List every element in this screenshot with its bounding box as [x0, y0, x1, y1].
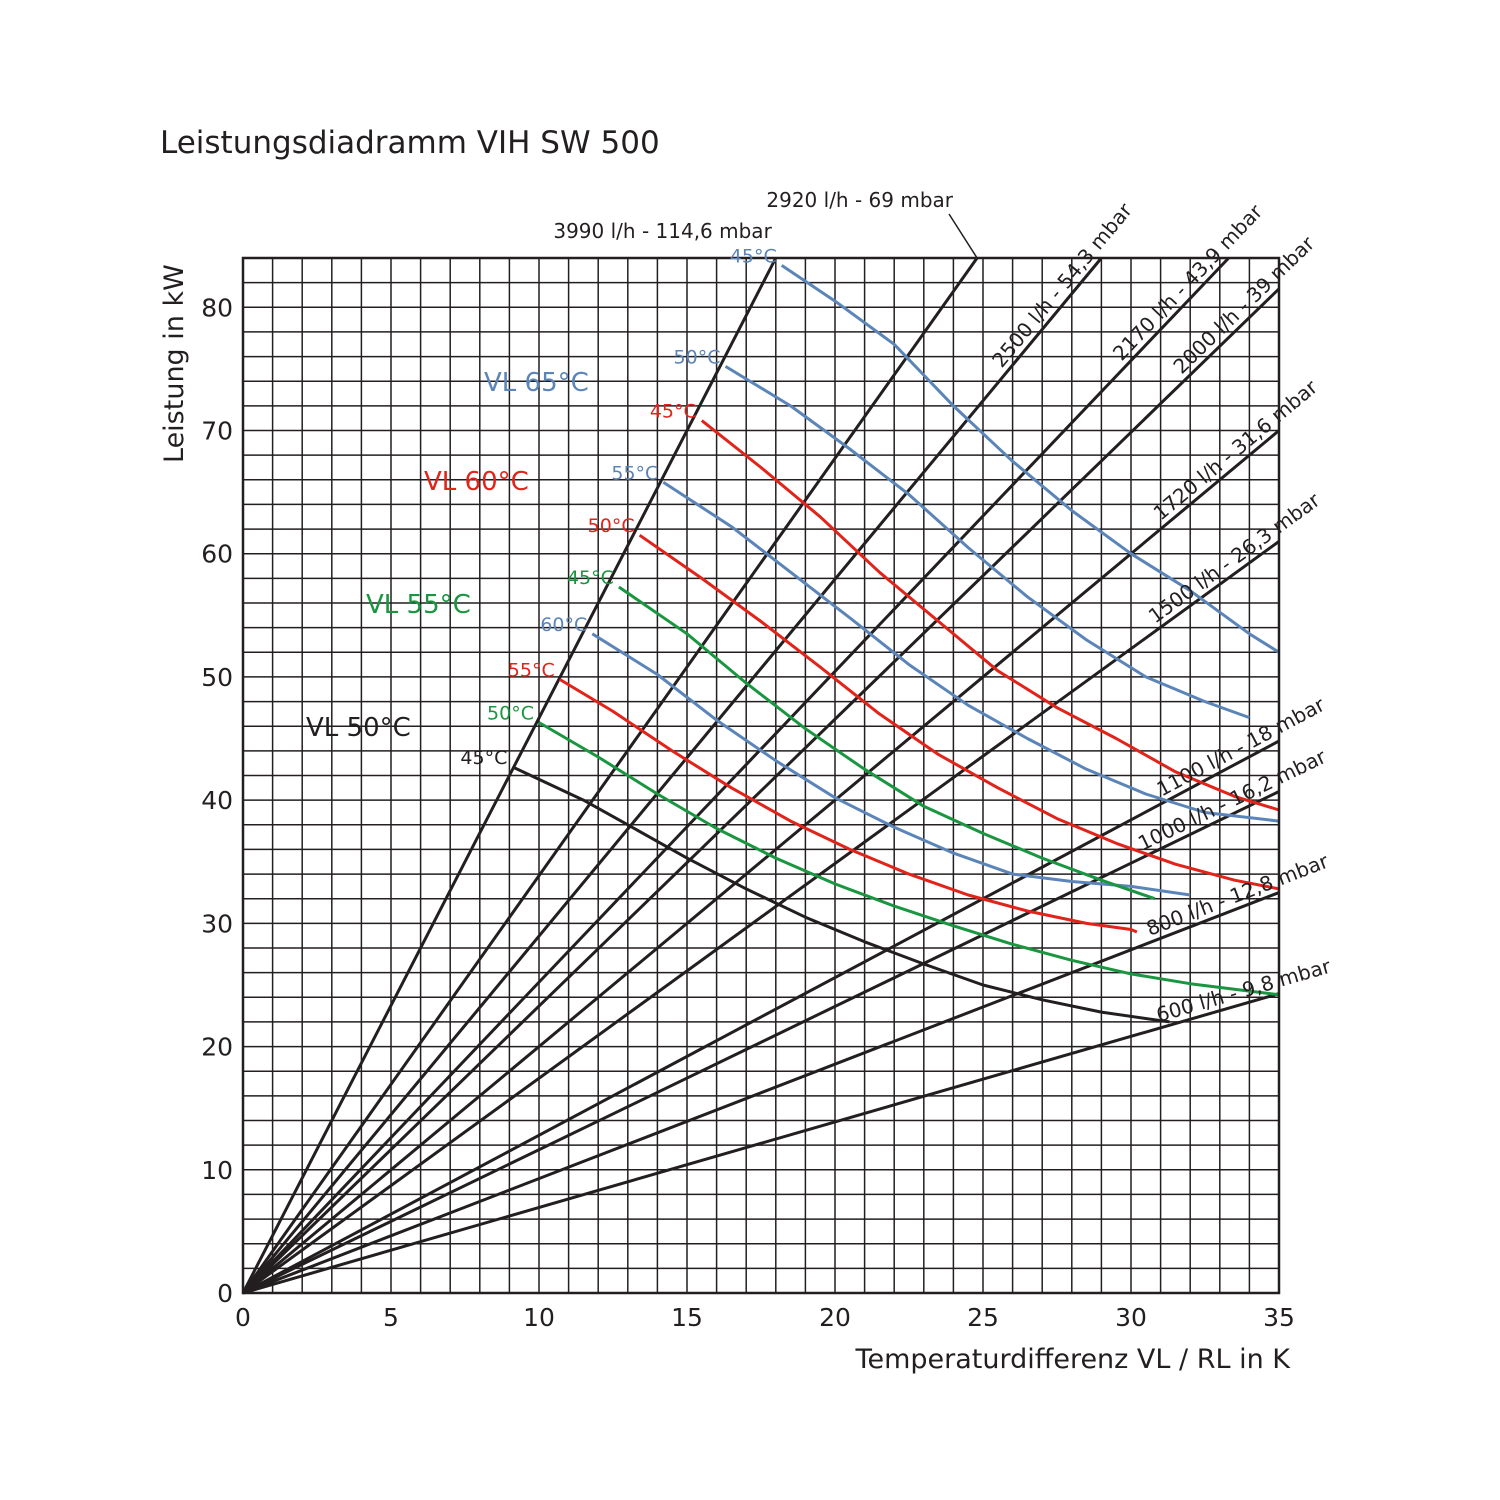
flow-line — [241, 257, 1103, 1294]
y-tick-label: 70 — [201, 417, 233, 446]
curve-label: 50°C — [588, 515, 635, 537]
y-tick-label: 40 — [201, 786, 233, 815]
x-axis-label: Temperaturdifferenz VL / RL in K — [855, 1344, 1292, 1375]
performance-curve — [618, 585, 1156, 901]
flow-lines — [241, 256, 1281, 1295]
y-tick-label: 10 — [201, 1156, 233, 1185]
plot-border — [241, 256, 1281, 1295]
flow-line — [241, 257, 979, 1294]
flow-line — [242, 540, 1280, 1295]
x-tick-label: 20 — [819, 1303, 851, 1332]
performance-curve — [558, 678, 1138, 934]
group-label: VL 65°C — [484, 368, 589, 398]
flow-line-label: 2920 l/h - 69 mbar — [766, 188, 953, 212]
curve-label: 50°C — [674, 346, 721, 368]
x-tick-label: 35 — [1263, 1303, 1295, 1332]
flow-line — [241, 287, 1281, 1295]
x-tick-label: 5 — [383, 1303, 399, 1332]
flow-label-leader — [948, 213, 978, 259]
x-tick-label: 10 — [523, 1303, 555, 1332]
performance-curve — [591, 632, 1191, 897]
flow-line — [242, 992, 1280, 1295]
y-tick-label: 80 — [201, 293, 233, 322]
curve-label: 45°C — [567, 567, 614, 589]
chart-grid — [243, 258, 1279, 1293]
y-tick-label: 30 — [201, 909, 233, 938]
curve-label: 45°C — [460, 747, 507, 769]
flow-line — [242, 429, 1280, 1295]
x-tick-label: 15 — [671, 1303, 703, 1332]
flow-line — [242, 891, 1280, 1295]
y-tick-label: 20 — [201, 1033, 233, 1062]
plot-frame — [241, 256, 1281, 1295]
curve-label: 50°C — [487, 703, 534, 725]
y-tick-label: 50 — [201, 663, 233, 692]
performance-curve — [538, 721, 1280, 997]
performance-curve — [638, 533, 1280, 891]
flow-line — [242, 790, 1280, 1295]
y-tick-label: 0 — [217, 1279, 233, 1308]
flow-line — [241, 256, 1230, 1295]
group-label: VL 50°C — [306, 713, 411, 743]
flow-line-label: 600 l/h - 9,8 mbar — [1153, 954, 1334, 1027]
performance-curves — [511, 264, 1280, 1024]
performance-curve — [700, 419, 1280, 812]
x-tick-label: 30 — [1115, 1303, 1147, 1332]
performance-curve — [662, 481, 1280, 823]
group-label: VL 55°C — [366, 590, 471, 620]
curve-label: 55°C — [508, 659, 555, 681]
curve-label: 45°C — [730, 245, 777, 267]
y-tick-label: 60 — [201, 540, 233, 569]
x-tick-label: 0 — [235, 1303, 251, 1332]
flow-line — [242, 739, 1280, 1295]
y-axis-label: Leistung in kW — [159, 264, 190, 463]
flow-line-label: 3990 l/h - 114,6 mbar — [553, 219, 772, 243]
performance-curve — [724, 365, 1250, 720]
performance-curve — [780, 264, 1280, 654]
curve-label: 60°C — [540, 614, 587, 636]
performance-curve — [511, 765, 1170, 1024]
group-label: VL 60°C — [424, 467, 529, 497]
flow-line — [241, 257, 778, 1294]
axis-ticks: 0 5 10 15 20 25 30 35 0 10 20 30 40 50 60 70 80 — [201, 293, 1295, 1332]
chart-title: Leistungsdiadramm VIH SW 500 — [160, 125, 660, 161]
curve-label: 45°C — [650, 401, 697, 423]
x-tick-label: 25 — [967, 1303, 999, 1332]
curve-label: 55°C — [611, 462, 658, 484]
